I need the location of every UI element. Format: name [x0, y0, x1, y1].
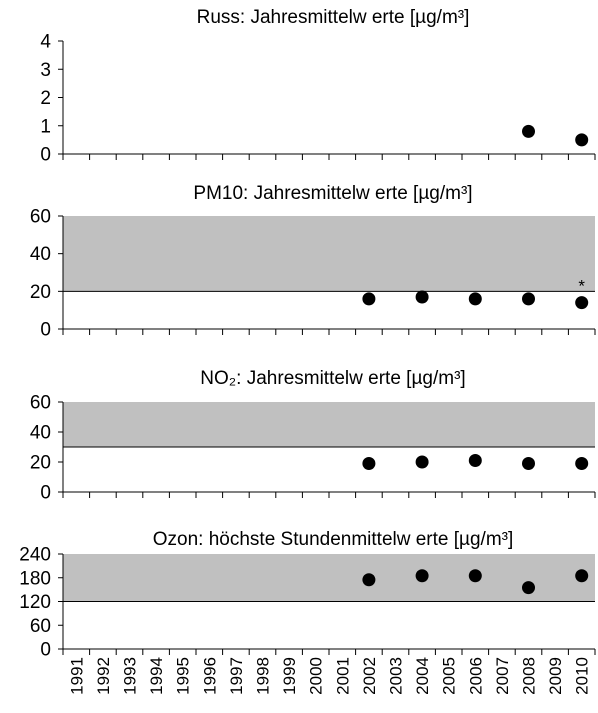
data-point-no2-2008: [522, 457, 535, 470]
panel-title: Ozon: höchste Stundenmittelw erte [µg/m³…: [153, 529, 514, 550]
y-tick-label: 1: [40, 116, 51, 137]
panel-no2: NO₂: Jahresmittelw erte [µg/m³] 0 20 40 60: [30, 368, 596, 504]
data-point-pm10-2006: [468, 292, 482, 306]
y-tick-label: 0: [40, 145, 51, 166]
panel-title: NO₂: Jahresmittelw erte [µg/m³]: [200, 368, 465, 389]
x-tick-label: 2010: [573, 657, 592, 695]
x-tick-label: 1996: [200, 657, 219, 695]
data-point-ozon-2004: [415, 569, 429, 583]
chart-panels: Russ: Jahresmittelw erte [µg/m³] 0 1 2 3 4 PM1…: [19, 7, 596, 661]
x-tick-label: 1992: [94, 657, 113, 695]
y-tick-label: 20: [30, 453, 51, 474]
y-tick-label: 240: [19, 545, 51, 566]
x-tick-label: 2006: [466, 657, 485, 695]
x-axis-tick-labels: 1991 1992 1993 1994 1995 1996 1997 1998 1999 2000…: [67, 657, 591, 695]
data-point-pm10-2004: [415, 290, 429, 304]
panel-ozon: Ozon: höchste Stundenmittelw erte [µg/m³…: [19, 529, 596, 661]
annotation-asterisk: *: [578, 277, 585, 296]
data-point-ozon-2008: [522, 581, 535, 595]
x-tick-label: 2001: [333, 657, 352, 695]
y-tick-label: 180: [19, 568, 51, 589]
limit-band: [63, 402, 595, 447]
y-tick-label: 60: [30, 207, 51, 228]
x-tick-label: 1997: [227, 657, 246, 695]
y-tick-label: 4: [40, 32, 51, 53]
data-point-no2-2006: [468, 454, 482, 467]
y-tick-label: 60: [30, 393, 51, 414]
data-point-no2-2010: [575, 457, 589, 470]
data-point-ozon-2010: [575, 569, 589, 583]
y-tick-label: 2: [40, 88, 51, 109]
y-tick-label: 40: [30, 244, 51, 265]
y-tick-label: 0: [40, 320, 51, 341]
data-point-russ-2008: [522, 124, 535, 138]
data-point-ozon-2002: [362, 573, 376, 587]
x-tick-label: 1991: [67, 657, 86, 695]
data-point-ozon-2006: [468, 569, 482, 583]
panel-title: PM10: Jahresmittelw erte [µg/m³]: [193, 183, 472, 204]
data-point-pm10-2008: [522, 292, 535, 306]
x-tick-label: 2004: [413, 657, 432, 695]
data-point-russ-2010: [575, 133, 589, 147]
x-tick-label: 2009: [546, 657, 565, 695]
x-tick-label: 1994: [147, 657, 166, 695]
x-tick-label: 2007: [493, 657, 512, 695]
y-tick-label: 40: [30, 423, 51, 444]
x-tick-label: 2003: [387, 657, 406, 695]
limit-band: [63, 554, 595, 602]
y-tick-label: 60: [30, 616, 51, 637]
limit-band: [63, 216, 595, 292]
x-tick-label: 1995: [174, 657, 193, 695]
x-tick-label: 1999: [280, 657, 299, 695]
y-tick-label: 0: [40, 640, 51, 661]
data-point-no2-2002: [362, 457, 376, 470]
panel-russ: Russ: Jahresmittelw erte [µg/m³] 0 1 2 3 4: [40, 7, 596, 166]
x-tick-label: 2000: [307, 657, 326, 695]
y-tick-label: 3: [40, 60, 51, 81]
y-tick-label: 0: [40, 483, 51, 504]
data-point-no2-2004: [415, 455, 429, 469]
data-point-pm10-2002: [362, 292, 376, 306]
x-tick-label: 1993: [121, 657, 140, 695]
y-tick-label: 120: [19, 592, 51, 613]
x-tick-label: 2002: [360, 657, 379, 695]
panel-pm10: PM10: Jahresmittelw erte [µg/m³] 0 20 40 60 *: [30, 183, 596, 341]
data-point-pm10-2010: [575, 296, 589, 310]
panel-title: Russ: Jahresmittelw erte [µg/m³]: [197, 7, 470, 28]
x-tick-label: 2005: [440, 657, 459, 695]
x-tick-label: 2008: [520, 657, 539, 695]
x-tick-label: 1998: [254, 657, 273, 695]
y-tick-label: 20: [30, 282, 51, 303]
